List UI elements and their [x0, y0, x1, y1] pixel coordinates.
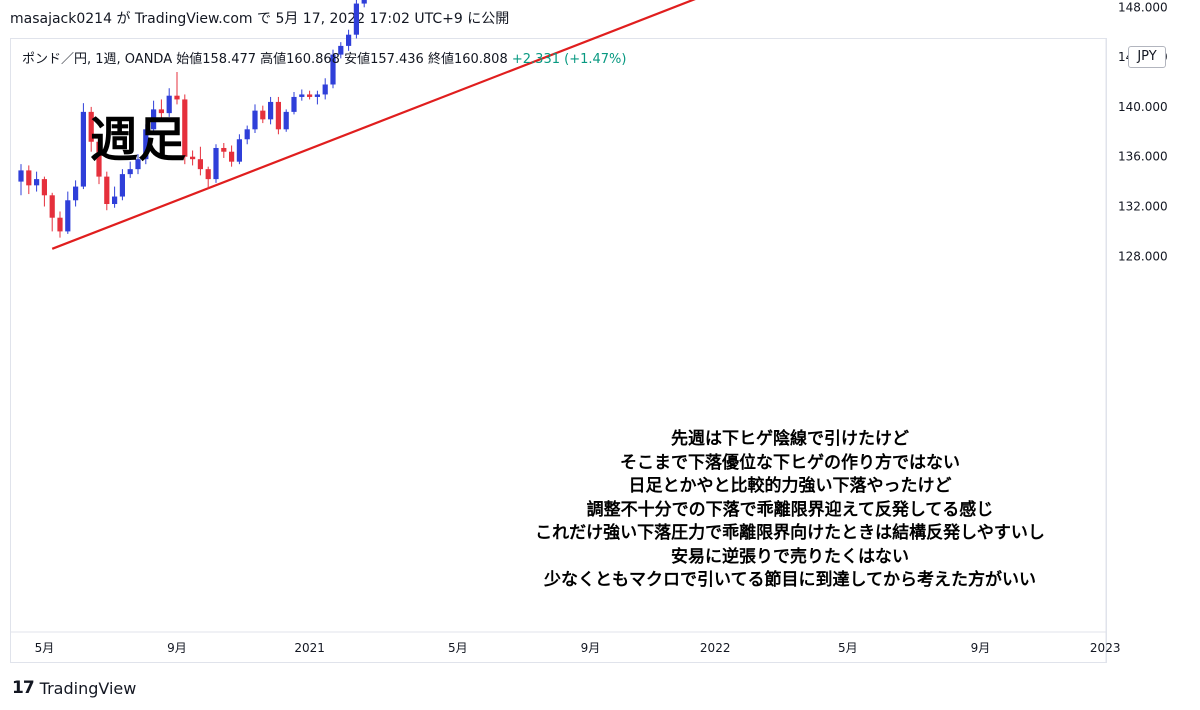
candle-body: [57, 217, 63, 232]
legend-high: 高値160.868: [260, 52, 340, 67]
candle-body: [314, 94, 320, 97]
x-tick-label: 9月: [971, 641, 991, 655]
candle-body: [174, 95, 180, 100]
candle-body: [283, 111, 289, 130]
candle-body: [112, 196, 118, 205]
candle-body: [353, 3, 359, 35]
candle-body: [213, 147, 219, 180]
tradingview-footer[interactable]: 17 TradingView: [12, 678, 136, 698]
y-tick-label: 136.000: [1118, 150, 1168, 164]
candle-body: [244, 129, 250, 140]
candle-body: [205, 169, 211, 180]
legend-low: 安値157.436: [344, 52, 424, 67]
candle-body: [26, 170, 32, 186]
candle-body: [135, 159, 141, 170]
candle-body: [166, 95, 172, 114]
currency-button[interactable]: JPY: [1128, 46, 1166, 68]
candle-body: [151, 109, 157, 130]
candle-body: [143, 129, 149, 160]
x-tick-label: 5月: [35, 641, 55, 655]
annotation-line: 少なくともマクロで引いてる節目に到達してから考えた方がいい: [544, 570, 1036, 590]
x-tick-label: 2021: [294, 641, 325, 655]
y-tick-label: 140.000: [1118, 100, 1168, 114]
candle-body: [34, 179, 40, 186]
y-tick-label: 148.000: [1118, 0, 1168, 14]
candle-body: [221, 147, 227, 152]
candle-body: [41, 179, 47, 196]
legend-change: +2.331 (+1.47%): [511, 52, 627, 67]
y-tick-label: 128.000: [1118, 249, 1168, 263]
candle-body: [49, 195, 55, 218]
trendline: [51, 0, 696, 250]
legend-close: 終値160.808: [427, 52, 508, 67]
annotation-line: 先週は下ヒゲ陰線で引けたけど: [671, 429, 909, 449]
symbol-legend: ポンド／円, 1週, OANDA 始値158.477 高値160.868 安値1…: [22, 48, 626, 67]
x-tick-label: 9月: [167, 641, 187, 655]
candle-body: [307, 94, 313, 97]
candle-body: [330, 54, 336, 85]
x-tick-label: 9月: [581, 641, 601, 655]
brand-name: TradingView: [39, 678, 137, 698]
x-tick-label: 2023: [1090, 641, 1121, 655]
candle-body: [96, 141, 102, 177]
candle-body: [158, 109, 164, 114]
candle-body: [268, 101, 274, 120]
x-tick-label: 5月: [448, 641, 468, 655]
annotation-line: 安易に逆張りで売りたくはない: [671, 546, 909, 567]
annotation-line: 日足とかやと比較的力強い下落やったけど: [628, 476, 952, 496]
annotation-line: これだけ強い下落圧力で乖離限界向けたときは結構反発しやすいし: [535, 523, 1045, 543]
candle-body: [88, 111, 94, 142]
tradingview-logo-icon: 17: [12, 678, 35, 698]
timeframe-title: 週足: [90, 112, 187, 168]
candle-body: [127, 169, 133, 175]
candle-body: [275, 101, 281, 130]
publish-header: masajack0214 が TradingView.com で 5月 17, …: [10, 11, 510, 27]
x-tick-label: 5月: [838, 641, 858, 655]
legend-symbol: ポンド／円, 1週, OANDA: [22, 52, 173, 67]
candle-body: [252, 110, 258, 130]
candle-body: [229, 151, 235, 162]
annotation-line: そこまで下落優位な下ヒゲの作り方ではない: [620, 452, 960, 473]
candle-body: [346, 34, 352, 46]
candle-body: [299, 94, 305, 97]
candle-body: [18, 170, 24, 182]
analysis-annotation: 先週は下ヒゲ陰線で引けたけど そこまで下落優位な下ヒゲの作り方ではない 日足とか…: [470, 428, 1110, 593]
candle-body: [65, 200, 71, 232]
candle-body: [291, 96, 297, 112]
annotation-line: 調整不十分での下落で乖離限界迎えて反発してる感じ: [586, 499, 994, 520]
candle-body: [322, 84, 328, 95]
candle-body: [104, 176, 110, 205]
y-tick-label: 132.000: [1118, 200, 1168, 214]
candle-body: [236, 139, 242, 162]
candle-body: [197, 159, 203, 170]
candle-body: [190, 156, 196, 160]
x-tick-label: 2022: [700, 641, 731, 655]
candle-body: [119, 174, 125, 197]
candle-body: [361, 0, 367, 4]
candle-body: [73, 186, 79, 201]
candle-body: [260, 110, 266, 120]
candle-body: [182, 99, 188, 157]
candle-body: [338, 45, 344, 55]
candle-body: [80, 111, 86, 187]
legend-open: 始値158.477: [176, 52, 257, 67]
